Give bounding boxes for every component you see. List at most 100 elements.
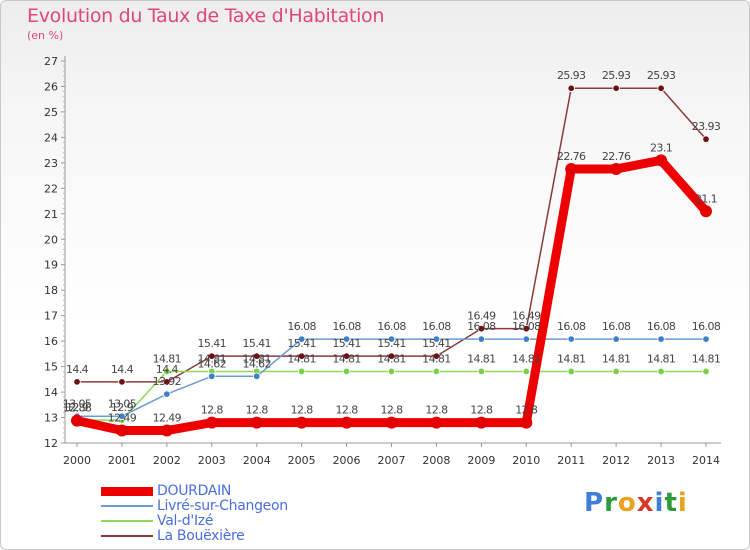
y-tick-label: 27 (44, 55, 58, 68)
data-point-DOURDAIN (160, 424, 173, 437)
x-tick-label: 2006 (333, 454, 361, 467)
x-tick-label: 2004 (243, 454, 271, 467)
x-tick-label: 2003 (198, 454, 226, 467)
data-label-Livré-sur-Changeon: 16.08 (467, 320, 496, 333)
data-label-Val-d'Izé: 14.81 (198, 352, 227, 365)
data-label-Livré-sur-Changeon: 13.05 (63, 397, 92, 410)
proxiti-logo: Proxiti (584, 488, 688, 518)
data-point-Val-d'Izé (342, 367, 351, 376)
data-point-DOURDAIN (250, 416, 263, 429)
data-point-Livré-sur-Changeon (342, 335, 351, 343)
data-label-Val-d'Izé: 14.81 (602, 352, 631, 365)
x-tick-label: 2014 (692, 454, 720, 467)
data-point-Val-d'Izé (702, 367, 710, 376)
data-label-La Bouëxière: 16.49 (512, 310, 541, 323)
data-point-DOURDAIN (295, 416, 308, 429)
data-label-La Bouëxière: 16.49 (467, 310, 496, 323)
data-point-La Bouëxière (432, 352, 441, 360)
chart-subtitle: (en %) (27, 29, 64, 42)
legend-swatch (101, 486, 153, 496)
y-tick-label: 26 (44, 80, 58, 93)
data-point-La Bouëxière (253, 352, 261, 360)
x-tick-label: 2007 (378, 454, 406, 467)
x-tick-label: 2011 (557, 454, 585, 467)
data-label-DOURDAIN: 12.8 (425, 404, 448, 417)
data-label-Val-d'Izé: 14.81 (467, 352, 496, 365)
data-label-Val-d'Izé: 14.81 (287, 352, 316, 365)
y-tick-label: 23 (44, 157, 58, 170)
data-label-Val-d'Izé: 14.81 (242, 352, 271, 365)
data-label-Val-d'Izé: 12.9 (111, 401, 134, 414)
data-label-La Bouëxière: 15.41 (332, 337, 361, 350)
data-label-DOURDAIN: 12.8 (336, 404, 359, 417)
data-label-DOURDAIN: 12.49 (153, 412, 182, 425)
data-point-DOURDAIN (610, 162, 623, 175)
data-point-DOURDAIN (520, 416, 533, 429)
logo-letter: i (677, 488, 688, 518)
data-label-Livré-sur-Changeon: 16.08 (692, 320, 721, 333)
legend-swatch (101, 520, 153, 522)
x-tick-label: 2005 (288, 454, 316, 467)
chart-title: Evolution du Taux de Taxe d'Habitation (27, 5, 385, 27)
data-point-La Bouëxière (612, 84, 620, 92)
data-label-Val-d'Izé: 14.81 (647, 352, 676, 365)
y-tick-label: 20 (44, 233, 58, 246)
data-point-Val-d'Izé (522, 367, 530, 376)
data-label-Livré-sur-Changeon: 13.92 (153, 375, 182, 388)
legend-label: La Bouëxière (157, 528, 245, 544)
data-point-Val-d'Izé (297, 367, 306, 376)
data-point-La Bouëxière (477, 324, 486, 333)
data-label-Val-d'Izé: 14.81 (422, 352, 451, 365)
data-point-Livré-sur-Changeon (657, 335, 665, 343)
data-point-La Bouëxière (342, 352, 351, 360)
x-tick-label: 2000 (63, 454, 91, 467)
data-point-Livré-sur-Changeon (477, 335, 486, 343)
data-label-Val-d'Izé: 12.9 (66, 401, 89, 414)
data-point-Livré-sur-Changeon (612, 335, 620, 343)
data-point-Val-d'Izé (612, 367, 620, 376)
y-tick-label: 12 (44, 437, 58, 450)
legend-label: DOURDAIN (157, 483, 232, 499)
data-point-DOURDAIN (340, 416, 353, 429)
y-tick-label: 25 (44, 106, 58, 119)
y-tick-label: 16 (44, 335, 58, 348)
data-point-DOURDAIN (71, 414, 83, 427)
data-label-DOURDAIN: 12.88 (63, 402, 92, 415)
legend-swatch (101, 505, 153, 507)
x-tick-label: 2009 (467, 454, 495, 467)
data-point-La Bouëxière (297, 352, 306, 360)
data-point-Val-d'Izé (432, 367, 441, 376)
logo-letter: i (654, 488, 665, 518)
data-label-La Bouëxière: 15.41 (287, 337, 316, 350)
data-label-La Bouëxière: 15.41 (422, 337, 451, 350)
data-label-La Bouëxière: 14.4 (111, 363, 134, 376)
x-tick-label: 2010 (512, 454, 540, 467)
data-label-Livré-sur-Changeon: 16.08 (512, 320, 541, 333)
data-point-La Bouëxière (208, 352, 216, 360)
data-label-Livré-sur-Changeon: 16.08 (377, 320, 406, 333)
data-point-La Bouëxière (73, 378, 81, 386)
data-point-Livré-sur-Changeon (432, 335, 441, 343)
y-tick-label: 21 (44, 208, 58, 221)
data-point-La Bouëxière (522, 324, 530, 333)
data-label-DOURDAIN: 12.8 (201, 404, 224, 417)
data-point-DOURDAIN (655, 154, 668, 167)
y-tick-label: 18 (44, 284, 58, 297)
y-tick-label: 19 (44, 259, 58, 272)
data-label-La Bouëxière: 23.93 (692, 120, 721, 133)
data-point-Val-d'Izé (657, 367, 665, 376)
data-point-DOURDAIN (115, 424, 128, 437)
data-point-Livré-sur-Changeon (208, 372, 216, 380)
y-tick-label: 15 (44, 361, 58, 374)
data-point-DOURDAIN (205, 416, 218, 429)
y-tick-label: 17 (44, 310, 58, 323)
data-point-Val-d'Izé (387, 367, 396, 376)
y-tick-label: 14 (44, 386, 58, 399)
data-point-Livré-sur-Changeon (387, 335, 396, 343)
legend-label: Val-d'Izé (157, 513, 214, 529)
data-label-Livré-sur-Changeon: 16.08 (602, 320, 631, 333)
data-label-La Bouëxière: 25.93 (557, 69, 586, 82)
data-label-Livré-sur-Changeon: 16.08 (647, 320, 676, 333)
data-label-DOURDAIN: 22.76 (602, 150, 631, 163)
